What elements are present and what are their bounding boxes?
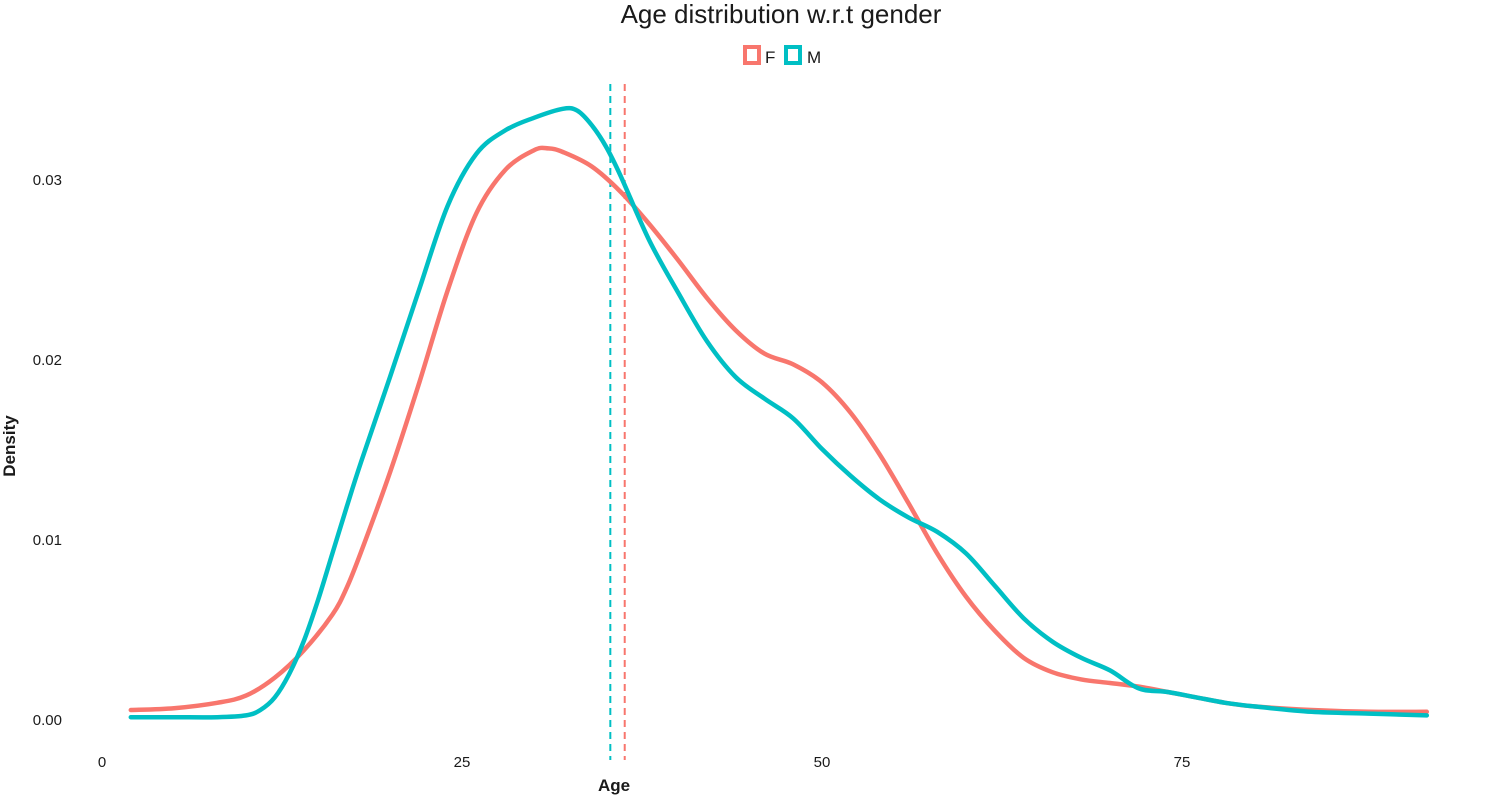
y-tick-label-0-00: 0.00 [33, 712, 62, 729]
legend: F M [743, 45, 821, 67]
legend-key-M [784, 45, 802, 65]
x-tick-label-75: 75 [1174, 754, 1191, 771]
series-line-F [128, 145, 1430, 715]
series-line-M [128, 105, 1430, 720]
x-axis-label: Age [598, 776, 630, 795]
y-tick-label-0-02: 0.02 [33, 352, 62, 369]
density-series [128, 105, 1430, 720]
legend-key-F [743, 45, 761, 65]
x-tick-label-0: 0 [98, 754, 106, 771]
chart-title: Age distribution w.r.t gender [621, 0, 942, 29]
y-tick-label-0-01: 0.01 [33, 532, 62, 549]
y-axis-ticks: 0.00 0.01 0.02 0.03 [33, 172, 62, 729]
legend-label-F: F [765, 48, 775, 67]
x-tick-label-50: 50 [814, 754, 831, 771]
x-axis-ticks: 0 25 50 75 [98, 754, 1191, 771]
y-axis-label: Density [0, 415, 19, 477]
x-tick-label-25: 25 [454, 754, 471, 771]
y-tick-label-0-03: 0.03 [33, 172, 62, 189]
legend-label-M: M [807, 48, 821, 67]
